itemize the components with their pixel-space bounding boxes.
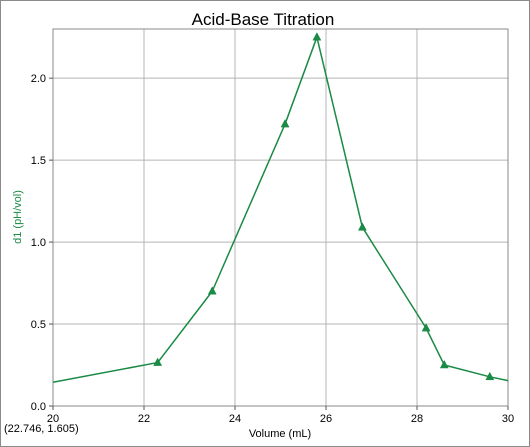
x-axis-label: Volume (mL) [249,428,311,440]
y-tick-label: 1.0 [31,237,46,249]
x-tick-label: 30 [502,413,514,425]
y-tick-label: 1.5 [31,155,46,167]
x-tick-label: 24 [229,413,241,425]
data-point[interactable] [207,286,217,295]
y-axis: 0.0 0.5 1.0 1.5 2.0 [31,73,53,413]
y-tick-label: 2.0 [31,73,46,85]
y-axis-label: d1 (pH/vol) [12,190,24,244]
x-tick-label: 22 [138,413,150,425]
x-axis: 20 22 24 26 28 30 [47,406,514,425]
x-tick-label: 28 [411,413,423,425]
y-tick-label: 0.0 [31,401,46,413]
grid [53,29,508,406]
x-tick-label: 26 [320,413,332,425]
data-point[interactable] [153,357,163,366]
chart-title: Acid-Base Titration [192,10,335,29]
data-point[interactable] [421,323,431,332]
y-tick-label: 0.5 [31,319,46,331]
series [52,32,509,383]
data-point[interactable] [357,222,367,231]
plot-area[interactable] [52,28,509,407]
data-point[interactable] [312,32,322,41]
data-point[interactable] [485,371,495,381]
data-point[interactable] [439,359,449,369]
cursor-readout: (22.746, 1.605) [4,423,79,435]
data-point[interactable] [280,119,290,128]
series-line [52,36,509,383]
x-tick-label: 20 [47,413,59,425]
